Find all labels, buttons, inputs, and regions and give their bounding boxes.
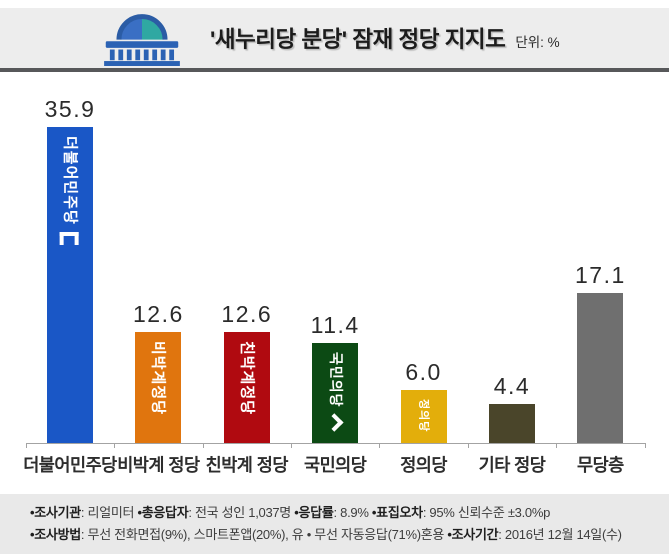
footnote-label: •응답률 bbox=[294, 505, 334, 520]
x-axis-line bbox=[25, 443, 645, 444]
category-label: 무당층 bbox=[576, 455, 624, 475]
footnote-text: : 전국 성인 1,037명 bbox=[188, 505, 295, 520]
category-label: 기타 정당 bbox=[478, 455, 546, 475]
chart-area: 더불어민주당 35.9 더불어민주당 비박계정당 12.6 비박계 정당 친박계정당 12.6… bbox=[23, 96, 646, 475]
value-label: 12.6 bbox=[133, 301, 184, 327]
axis-tick bbox=[291, 443, 292, 448]
value-label: 11.4 bbox=[310, 312, 360, 338]
unit-label: 단위: % bbox=[515, 35, 560, 50]
footnote-label: •조사기관 bbox=[30, 505, 81, 520]
category-label: 더불어민주당 bbox=[23, 455, 117, 475]
chart-title: '새누리당 분당' 잠재 정당 지지도 bbox=[210, 27, 506, 52]
footnote-line-2: •조사방법: 무선 전화면접(9%), 스마트폰앱(20%), 유 • 무선 자… bbox=[30, 524, 669, 546]
bar-inner-label: 국민의당 bbox=[325, 352, 346, 432]
axis-tick bbox=[25, 443, 27, 448]
axis-tick bbox=[379, 443, 381, 448]
footnote-text: : 8.9% bbox=[333, 505, 372, 520]
bar-inner-label: 친박계정당 bbox=[238, 341, 256, 416]
bar-5 bbox=[489, 404, 535, 443]
bar-inner-label: 비박계정당 bbox=[149, 341, 167, 416]
bar-4: 정의당 bbox=[400, 390, 447, 443]
category-label: 국민의당 bbox=[303, 455, 367, 475]
footnote-text: : 무선 전화면접(9%), 스마트폰앱(20%), 유 • 무선 자동응답(7… bbox=[80, 527, 448, 542]
category-label: 정의당 bbox=[400, 455, 447, 475]
category-label: 친박계 정당 bbox=[205, 455, 289, 475]
value-label: 6.0 bbox=[405, 359, 442, 385]
national-assembly-building-icon bbox=[104, 14, 180, 66]
bar-0: 더불어민주당 bbox=[47, 127, 93, 443]
footnote-label: •표집오차 bbox=[371, 505, 423, 520]
footnote-label: •총응답자 bbox=[137, 505, 189, 520]
value-label: 12.6 bbox=[221, 301, 273, 327]
value-label: 17.1 bbox=[575, 262, 626, 288]
footnote-line-1: •조사기관: 리얼미터 •총응답자: 전국 성인 1,037명 •응답률: 8.… bbox=[30, 502, 669, 524]
minjoo-party-logo-icon bbox=[60, 231, 80, 245]
axis-tick bbox=[202, 443, 204, 448]
category-label: 비박계 정당 bbox=[117, 455, 200, 475]
chart-header: '새누리당 분당' 잠재 정당 지지도 단위: % bbox=[0, 8, 669, 72]
bar-6 bbox=[577, 293, 624, 443]
footnote-label: •조사기간 bbox=[447, 527, 499, 542]
value-label: 4.4 bbox=[493, 373, 531, 399]
survey-footnote: •조사기관: 리얼미터 •총응답자: 전국 성인 1,037명 •응답률: 8.… bbox=[0, 494, 669, 554]
axis-tick bbox=[114, 443, 116, 448]
axis-tick bbox=[556, 443, 558, 448]
peoples-party-chevron-icon bbox=[325, 412, 344, 432]
footnote-text: : 리얼미터 bbox=[80, 505, 138, 520]
axis-tick bbox=[644, 443, 646, 448]
value-label: 35.9 bbox=[44, 96, 96, 122]
bar-1: 비박계정당 bbox=[135, 332, 182, 443]
footnote-label: •조사방법 bbox=[30, 527, 81, 542]
bar-inner-label: 정의당 bbox=[417, 399, 430, 433]
bar-inner-label: 더불어민주당 bbox=[60, 136, 82, 245]
title-wrap: '새누리당 분당' 잠재 정당 지지도 단위: % bbox=[210, 22, 560, 54]
footnote-text: : 95% 신뢰수준 ±3.0%p bbox=[422, 505, 551, 520]
bar-2: 친박계정당 bbox=[223, 332, 270, 443]
bar-3: 국민의당 bbox=[312, 343, 359, 443]
footnote-text: : 2016년 12월 14일(수) bbox=[498, 527, 622, 542]
axis-tick bbox=[467, 443, 469, 448]
